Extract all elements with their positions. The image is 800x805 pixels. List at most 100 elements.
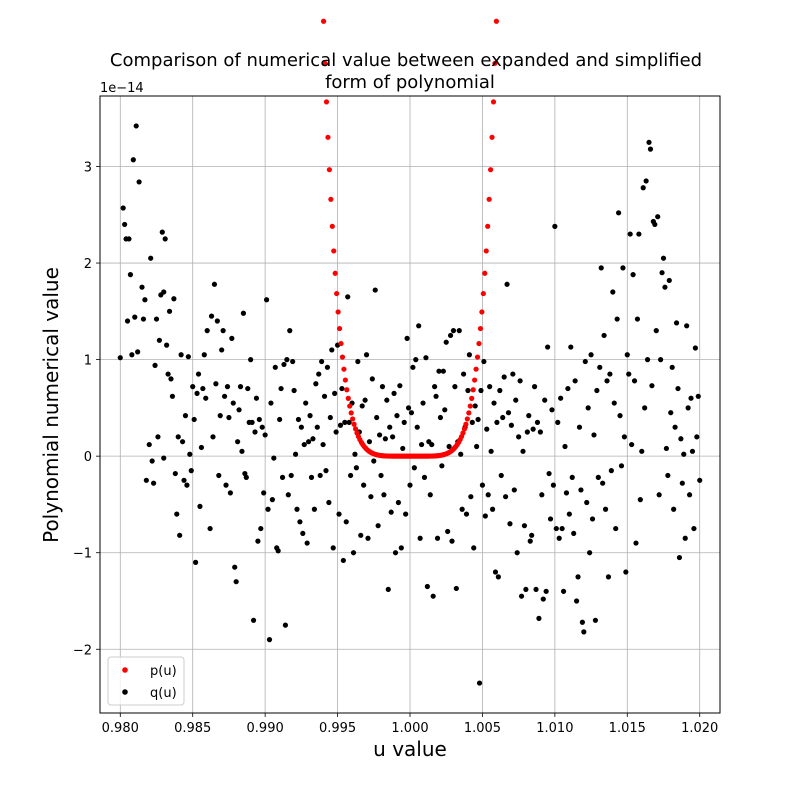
q-point — [546, 470, 552, 477]
q-point — [165, 371, 171, 377]
q-point — [597, 364, 603, 370]
q-point — [565, 385, 571, 392]
q-point — [655, 214, 661, 220]
q-point — [355, 358, 361, 365]
q-point — [488, 448, 494, 454]
q-point — [540, 596, 546, 602]
q-point — [585, 405, 591, 411]
q-point — [184, 482, 190, 488]
q-point — [266, 637, 273, 643]
q-point — [152, 362, 158, 368]
q-point — [569, 474, 575, 481]
p-point — [341, 366, 347, 372]
q-point — [492, 569, 499, 575]
q-point — [376, 432, 383, 438]
p-point — [323, 99, 330, 105]
q-point — [392, 550, 399, 556]
q-point — [148, 255, 154, 261]
q-point — [485, 492, 491, 498]
q-point — [330, 545, 336, 551]
q-point — [571, 530, 577, 537]
q-point — [195, 371, 202, 377]
q-point — [259, 424, 265, 430]
y-tick-label: 3 — [84, 160, 92, 175]
q-point — [417, 535, 423, 541]
q-point — [524, 429, 530, 435]
q-point — [353, 465, 360, 471]
x-tick-label: 1.015 — [609, 721, 646, 736]
q-point — [518, 593, 525, 599]
q-point — [235, 439, 241, 445]
q-point — [130, 157, 136, 163]
q-point — [239, 448, 245, 454]
q-point — [427, 492, 433, 498]
q-point — [161, 455, 167, 461]
q-point — [321, 393, 328, 399]
q-point — [292, 451, 299, 457]
q-point — [133, 123, 139, 129]
q-point — [611, 400, 617, 406]
q-point — [120, 205, 126, 211]
q-point — [679, 480, 685, 486]
q-point — [640, 185, 646, 191]
q-point — [136, 179, 142, 185]
q-point — [394, 413, 400, 419]
q-point — [671, 506, 677, 512]
q-point — [521, 523, 528, 529]
q-point — [363, 352, 370, 358]
q-point — [642, 405, 648, 411]
q-point — [182, 413, 189, 419]
series-q — [117, 123, 703, 686]
q-point — [626, 371, 632, 377]
legend-label-p: p(u) — [150, 664, 177, 679]
q-point — [614, 316, 620, 322]
q-point — [643, 178, 649, 184]
q-point — [539, 492, 545, 498]
p-point — [463, 421, 469, 427]
q-point — [337, 422, 344, 428]
q-point — [401, 419, 407, 425]
q-point — [697, 477, 703, 483]
q-point — [219, 347, 225, 353]
p-point — [469, 395, 475, 401]
q-point — [191, 416, 197, 423]
q-point — [340, 557, 346, 564]
q-point — [507, 521, 513, 527]
q-point — [563, 490, 570, 496]
q-point — [511, 487, 517, 493]
q-point — [213, 381, 219, 387]
p-point — [476, 340, 482, 347]
q-point — [644, 357, 651, 363]
y-tick-label: −1 — [73, 547, 92, 562]
q-point — [159, 229, 165, 235]
q-point — [587, 550, 593, 556]
q-point — [497, 387, 503, 394]
q-point — [263, 297, 270, 303]
q-point — [400, 445, 406, 452]
q-point — [329, 347, 335, 353]
q-point — [295, 416, 302, 423]
p-point — [328, 196, 334, 202]
q-point — [342, 419, 348, 425]
q-point — [556, 535, 562, 541]
q-point — [216, 472, 222, 479]
q-point — [405, 405, 412, 411]
y-axis-label: Polynomial numerical value — [39, 267, 63, 543]
p-point — [489, 134, 495, 140]
q-point — [232, 564, 238, 570]
series-p — [320, 18, 500, 459]
q-point — [269, 497, 275, 503]
q-point — [320, 441, 326, 448]
x-tick-label: 0.980 — [102, 721, 139, 736]
y-offset-text: 1e−14 — [100, 81, 144, 96]
q-point — [424, 583, 430, 590]
q-point — [503, 494, 509, 500]
q-point — [660, 255, 667, 261]
q-point — [395, 499, 402, 506]
q-point — [362, 397, 368, 403]
q-point — [418, 441, 425, 448]
q-point — [523, 586, 529, 593]
chart-title-line-2: form of polynomial — [325, 72, 495, 93]
q-point — [675, 385, 681, 392]
q-point — [629, 441, 635, 448]
